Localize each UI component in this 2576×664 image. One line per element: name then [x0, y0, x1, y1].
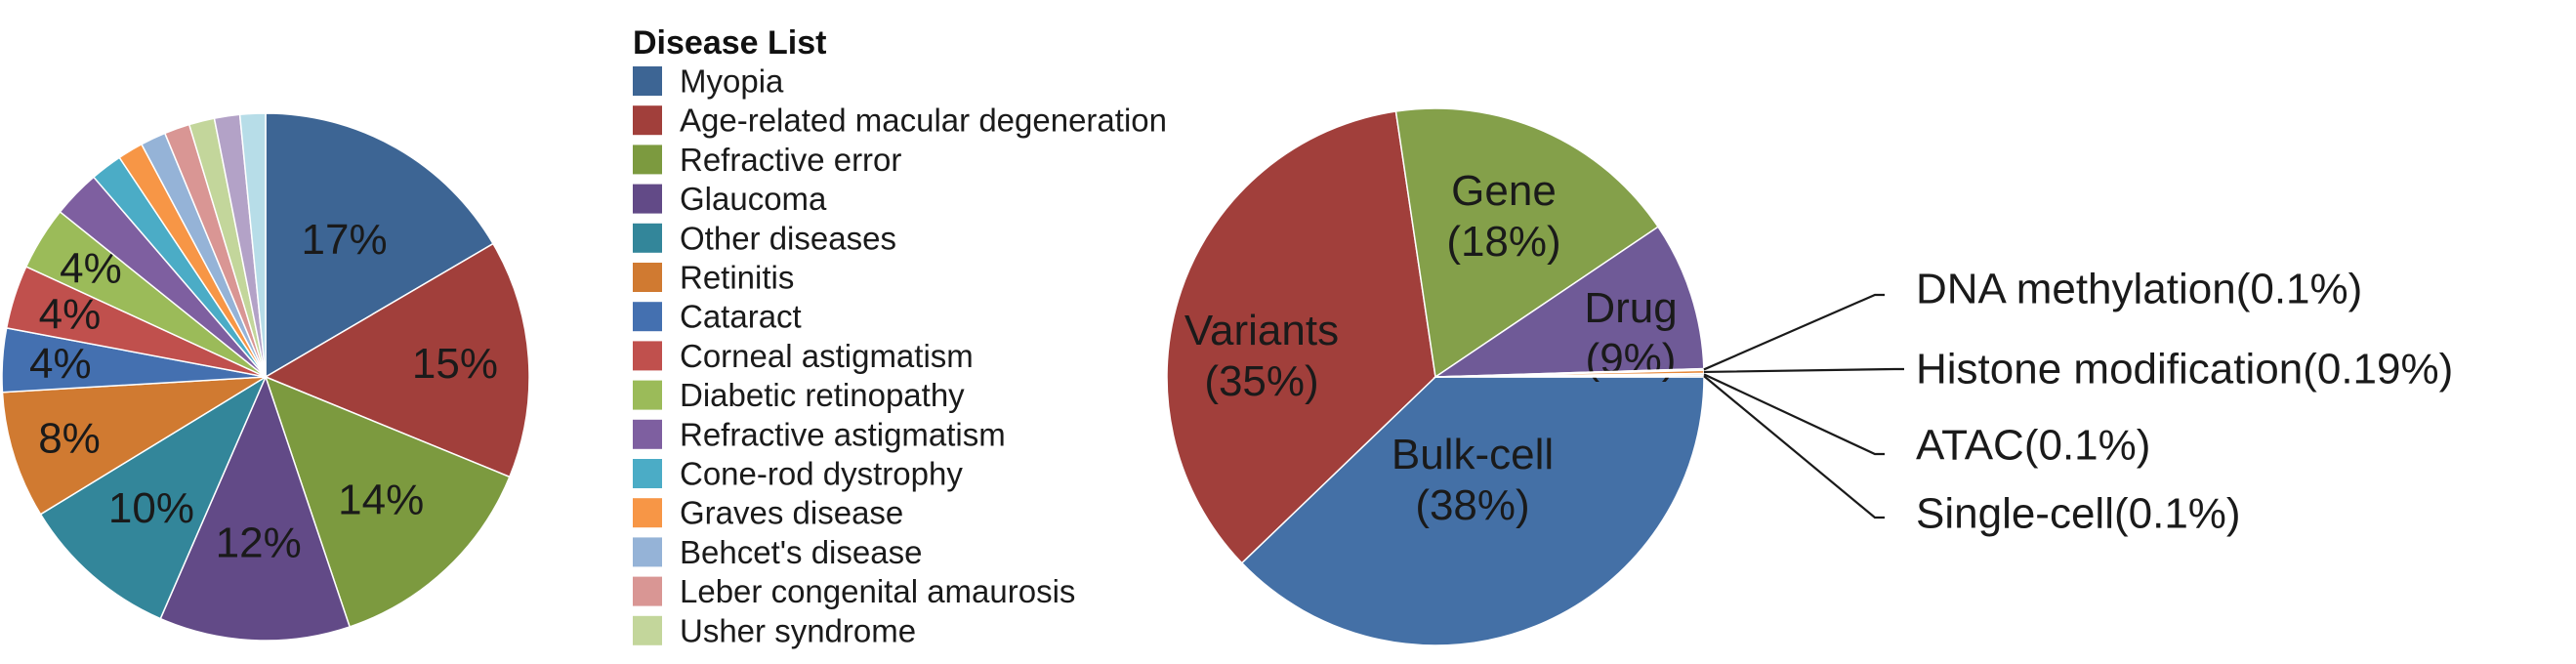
- legend-title: Disease List: [633, 24, 826, 62]
- slice-label-glaucoma: 12%: [216, 519, 302, 566]
- slice-bulk-cell: [1240, 376, 1705, 646]
- slice-retinitis: [1, 376, 267, 516]
- slice-label-age-related-macular-degeneration: 15%: [412, 340, 498, 388]
- legend-swatch-retinitis: [633, 263, 662, 292]
- leader-line-atac: [1703, 373, 1885, 456]
- legend-item-cone-rod-dystrophy: Cone-rod dystrophy: [680, 456, 963, 492]
- slice-label-gene: Gene (18%): [1446, 167, 1560, 266]
- leader-line-single-cell: [1703, 375, 1885, 519]
- leader-line-histone-modification: [1703, 367, 1904, 374]
- slice-glaucoma: [159, 374, 352, 642]
- legend-item-age-related-macular-degeneration: Age-related macular degeneration: [680, 103, 1167, 139]
- data-type-pie: Bulk-cell (38%)Variants (35%)Gene (18%)Drug…: [1166, 107, 1705, 646]
- slice-label-other-diseases: 10%: [108, 484, 194, 532]
- legend-item-corneal-astigmatism: Corneal astigmatism: [680, 338, 974, 374]
- legend-item-diabetic-retinopathy: Diabetic retinopathy: [680, 377, 965, 413]
- slice-extra-16: [238, 112, 267, 378]
- legend-swatch-myopia: [633, 66, 662, 96]
- slice-label-refractive-error: 14%: [338, 477, 424, 524]
- slice-drug: [1433, 226, 1705, 378]
- disease-pie: 17%15%14%12%10%8%4%4%4%: [1, 112, 530, 642]
- legend-item-refractive-astigmatism: Refractive astigmatism: [680, 416, 1006, 452]
- callout-label-single-cell: Single-cell(0.1%): [1916, 490, 2241, 538]
- slice-label-retinitis: 8%: [38, 414, 101, 462]
- legend-swatch-diabetic-retinopathy: [633, 380, 662, 410]
- data-type-callouts: DNA methylation(0.1%) Histone modificatio…: [1703, 266, 2453, 538]
- legend-item-retinitis: Retinitis: [680, 260, 794, 296]
- callout-label-histone-modification: Histone modification(0.19%): [1916, 346, 2453, 394]
- legend-swatch-cone-rod-dystrophy: [633, 459, 662, 488]
- slice-label-corneal-astigmatism: 4%: [39, 290, 102, 338]
- legend-swatch-usher-syndrome: [633, 615, 662, 645]
- legend-swatch-leber-congenital-amaurosis: [633, 576, 662, 606]
- slice-label-myopia: 17%: [302, 216, 388, 264]
- slice-age-related-macular-degeneration: [264, 242, 530, 478]
- legend-swatch-graves-disease: [633, 498, 662, 528]
- legend-item-other-diseases: Other diseases: [680, 220, 896, 256]
- legend-swatch-refractive-astigmatism: [633, 419, 662, 449]
- legend-swatch-other-diseases: [633, 223, 662, 253]
- callout-label-dna-methylation: DNA methylation(0.1%): [1916, 266, 2362, 313]
- slice-refractive-error: [264, 375, 511, 628]
- legend-swatch-cataract: [633, 302, 662, 332]
- legend-item-leber-congenital-amaurosis: Leber congenital amaurosis: [680, 573, 1075, 609]
- callout-label-atac: ATAC(0.1%): [1916, 422, 2150, 470]
- legend-swatch-behcet-s-disease: [633, 537, 662, 567]
- legend-swatch-corneal-astigmatism: [633, 341, 662, 371]
- legend-item-glaucoma: Glaucoma: [680, 181, 827, 217]
- slice-label-variants: Variants (35%): [1184, 307, 1339, 405]
- slice-myopia: [265, 112, 495, 379]
- legend-item-cataract: Cataract: [680, 299, 802, 335]
- legend-item-myopia: Myopia: [680, 63, 784, 100]
- slice-label-bulk-cell: Bulk-cell (38%): [1392, 431, 1554, 529]
- legend-item-refractive-error: Refractive error: [680, 142, 901, 178]
- legend-item-usher-syndrome: Usher syndrome: [680, 612, 916, 648]
- legend-item-graves-disease: Graves disease: [680, 495, 903, 531]
- legend-swatch-glaucoma: [633, 184, 662, 214]
- legend-item-behcet-s-disease: Behcet's disease: [680, 534, 922, 570]
- slice-gene: [1394, 107, 1660, 379]
- leader-line-dna-methylation: [1703, 293, 1885, 371]
- slice-variants: [1166, 110, 1436, 564]
- slice-other-diseases: [39, 375, 268, 620]
- slice-label-cataract: 4%: [29, 340, 92, 388]
- legend-swatch-age-related-macular-degeneration: [633, 105, 662, 136]
- legend-swatch-refractive-error: [633, 145, 662, 175]
